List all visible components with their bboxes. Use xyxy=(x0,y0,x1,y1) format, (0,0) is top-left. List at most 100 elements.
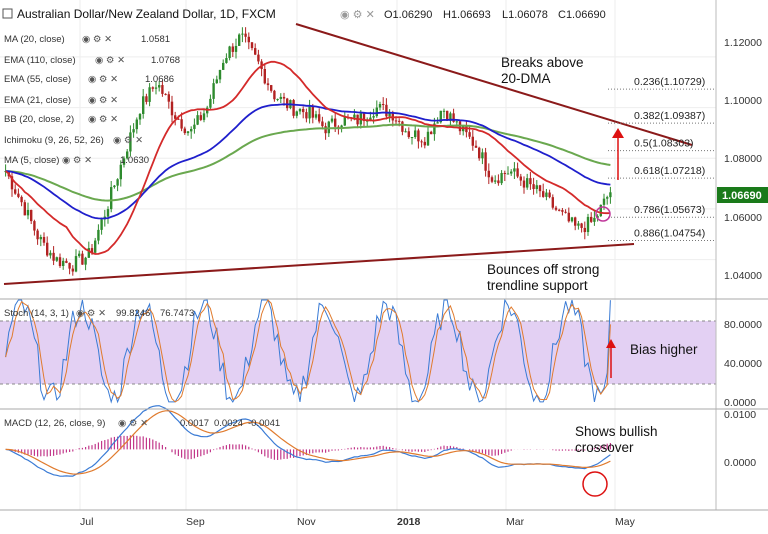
indicator-label: EMA (110, close) xyxy=(4,55,76,66)
macd-line xyxy=(5,405,611,477)
candle-body xyxy=(417,130,420,142)
candle-body xyxy=(439,110,442,123)
candle-body xyxy=(199,115,202,120)
candle-body xyxy=(167,94,170,102)
candle-body xyxy=(212,83,215,99)
price-tick: 1.04000 xyxy=(724,270,762,282)
candle-body xyxy=(375,107,378,117)
candle-body xyxy=(17,193,20,197)
stoch-tick: 80.0000 xyxy=(724,319,762,331)
candle-body xyxy=(593,217,596,222)
indicator-value: 1.0768 xyxy=(151,55,180,66)
time-label: Mar xyxy=(506,516,525,528)
indicator-value: 1.0581 xyxy=(141,34,170,45)
candle-body xyxy=(26,209,30,216)
candle-body xyxy=(282,96,286,99)
candle-body xyxy=(596,216,599,218)
indicator-label: MA (20, close) xyxy=(4,34,65,45)
candle-body xyxy=(196,115,199,125)
candle-body xyxy=(548,192,551,198)
candle-body xyxy=(286,98,289,109)
candle-body xyxy=(471,136,474,146)
stoch-band xyxy=(0,321,716,384)
candle-body xyxy=(577,223,580,226)
candle-body xyxy=(330,118,334,122)
candle-body xyxy=(513,168,516,172)
indicator-controls: ◉ ⚙ ✕ xyxy=(88,74,118,85)
candle-body xyxy=(247,36,250,43)
indicator-value: 1.0686 xyxy=(145,74,174,85)
candle-body xyxy=(190,128,193,132)
macd-tick: 0.0100 xyxy=(724,409,756,421)
candle-body xyxy=(177,118,180,120)
candle-body xyxy=(295,111,298,116)
stoch-k-value: 99.8246 xyxy=(116,308,150,319)
candle-body xyxy=(590,216,593,222)
candle-body xyxy=(401,121,404,132)
candle-body xyxy=(222,62,225,70)
candle-body xyxy=(311,106,314,118)
collapse-icon[interactable] xyxy=(2,8,13,19)
candle-body xyxy=(279,96,282,99)
candle-body xyxy=(170,101,174,116)
indicator-label: EMA (55, close) xyxy=(4,74,71,85)
moving-averages xyxy=(5,60,611,255)
candle-body xyxy=(436,122,439,124)
candle-body xyxy=(33,221,36,231)
candle-body xyxy=(382,104,385,106)
stoch-d-line xyxy=(5,299,611,403)
annotation-macd-1: Shows bullish xyxy=(575,424,658,439)
candle-body xyxy=(241,33,244,35)
candle-body xyxy=(100,219,103,230)
candle-body xyxy=(126,151,129,159)
annotation-breaks-2: 20-DMA xyxy=(501,71,551,86)
macd-signal-value: -0.0041 xyxy=(248,418,280,429)
ohlc-low: L1.06078 xyxy=(502,9,548,21)
candle-body xyxy=(254,48,257,55)
indicator-controls: ◉ ⚙ ✕ xyxy=(88,95,118,106)
candle-body xyxy=(151,87,154,89)
price-tick: 1.12000 xyxy=(724,37,762,49)
macd-crossover-circle xyxy=(582,471,608,497)
settings-icons[interactable]: ◉ ⚙ ✕ xyxy=(340,9,375,21)
candle-body xyxy=(391,112,394,121)
candle-body xyxy=(74,256,78,272)
candle-body xyxy=(65,260,68,263)
candle-body xyxy=(314,114,318,118)
candle-body xyxy=(452,113,455,122)
candle-body xyxy=(158,85,161,88)
candle-body xyxy=(609,192,612,198)
annotation-macd-2: crossover xyxy=(575,440,634,455)
candle-body xyxy=(516,168,519,177)
candle-body xyxy=(538,185,542,192)
candle-body xyxy=(202,113,206,120)
candle-body xyxy=(468,132,471,137)
ohlc-high: H1.06693 xyxy=(443,9,491,21)
indicator-label: Ichimoku (9, 26, 52, 26) xyxy=(4,135,104,146)
signal-line xyxy=(5,410,611,475)
candle-body xyxy=(522,180,526,188)
candle-body xyxy=(442,110,446,112)
candle-body xyxy=(46,242,49,256)
candle-body xyxy=(145,96,148,102)
candle-body xyxy=(561,210,564,212)
chart-header: Australian Dollar/New Zealand Dollar, 1D… xyxy=(2,7,606,21)
candle-body xyxy=(586,216,590,233)
candle-body xyxy=(487,170,490,178)
resistance-trendline xyxy=(295,23,693,146)
stoch-tick: 40.0000 xyxy=(724,358,762,370)
candle-body xyxy=(20,196,23,203)
candle-body xyxy=(526,178,529,188)
up-arrow-stoch xyxy=(606,339,616,378)
candle-body xyxy=(519,176,522,181)
macd-legend: MACD (12, 26, close, 9) ◉ ⚙ ✕ 0.0017 0.0… xyxy=(4,418,280,429)
candle-body xyxy=(302,108,305,113)
candle-body xyxy=(414,130,417,137)
breakout-circle xyxy=(595,206,611,222)
candle-body xyxy=(116,179,119,186)
candle-body xyxy=(14,189,17,194)
candle-body xyxy=(84,257,87,265)
candle-body xyxy=(433,123,436,135)
candle-body xyxy=(606,197,609,199)
